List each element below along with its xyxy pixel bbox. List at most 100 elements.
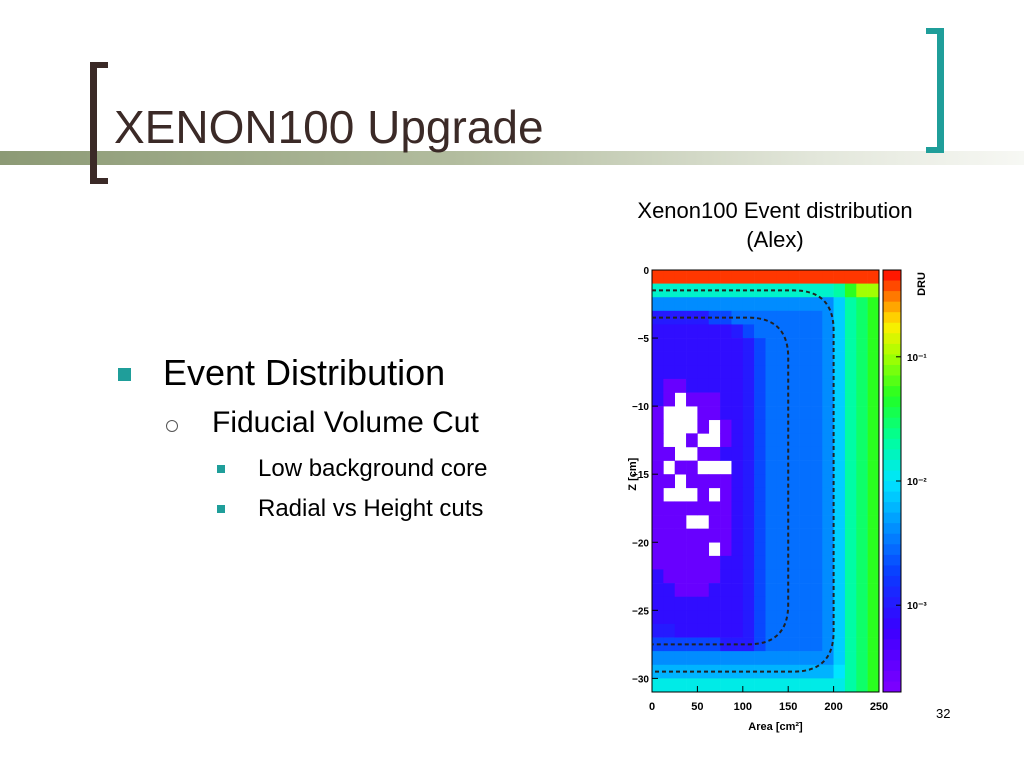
heatmap-cell (754, 623, 766, 638)
heatmap-cell (708, 569, 721, 584)
heatmap-cell (799, 392, 812, 407)
heatmap-cell (697, 351, 710, 366)
heatmap-cell (822, 351, 834, 366)
heatmap-cell (686, 651, 698, 666)
heatmap-cell (799, 433, 812, 448)
heatmap-cell (754, 542, 766, 557)
heatmap-cell (867, 583, 880, 598)
heatmap-cell (776, 555, 789, 570)
heatmap-cell (697, 623, 710, 638)
heatmap-cell (822, 433, 834, 448)
heatmap-cell (720, 637, 732, 652)
heatmap-cell (742, 678, 755, 693)
heatmap-cell (788, 610, 800, 625)
heatmap-cell (708, 596, 721, 611)
slide-title: XENON100 Upgrade (114, 101, 544, 153)
heatmap-cell (663, 528, 675, 543)
heatmap-cell (765, 651, 778, 666)
heatmap-cell (867, 487, 880, 502)
colorbar-segment (883, 481, 901, 492)
heatmap-cell (867, 283, 880, 298)
heatmap-cell (697, 474, 710, 489)
heatmap-cell (776, 419, 789, 434)
heatmap-cell (731, 446, 744, 461)
heatmap-cell (822, 324, 834, 339)
heatmap-cell (765, 610, 778, 625)
heatmap-cell (799, 324, 812, 339)
colorbar-segment (883, 407, 901, 419)
heatmap-cell (867, 528, 880, 543)
heatmap-cell (765, 433, 778, 448)
heatmap-cell (742, 270, 755, 284)
heatmap-cell (856, 555, 868, 570)
heatmap-cell (776, 583, 789, 598)
heatmap-cell (697, 651, 710, 666)
heatmap-cell (833, 651, 846, 666)
heatmap-cell (867, 324, 880, 339)
heatmap-cell (674, 623, 687, 638)
heatmap-cell (652, 365, 664, 380)
heatmap-cell (731, 474, 744, 489)
heatmap-cell (765, 460, 778, 475)
title-underline-bar (0, 151, 1024, 165)
heatmap-cell (822, 678, 834, 693)
heatmap-cell (720, 501, 732, 516)
heatmap-cell (720, 406, 732, 421)
heatmap-cell (754, 446, 766, 461)
heatmap-cell (833, 392, 846, 407)
colorbar-segment (883, 670, 901, 682)
heatmap-cell (731, 678, 744, 693)
heatmap-cell (652, 446, 664, 461)
heatmap-cell (833, 583, 846, 598)
heatmap-cell (776, 310, 789, 325)
heatmap-cell (652, 419, 664, 434)
heatmap-cell (833, 297, 846, 312)
heatmap-cell (720, 392, 732, 407)
heatmap-cell (697, 297, 710, 312)
colorbar-segment (883, 417, 901, 429)
heatmap-cell (799, 406, 812, 421)
heatmap-cell (652, 610, 664, 625)
heatmap-cell (844, 487, 857, 502)
heatmap-cell (788, 351, 800, 366)
heatmap-cell (867, 678, 880, 693)
heatmap-cell (663, 378, 675, 393)
heatmap-cell (822, 392, 834, 407)
heatmap-cell (720, 569, 732, 584)
heatmap-cell (788, 406, 800, 421)
heatmap-cell (731, 569, 744, 584)
heatmap-cell (765, 378, 778, 393)
heatmap-cell (844, 338, 857, 352)
heatmap-cell (720, 378, 732, 393)
heatmap-cell (742, 501, 755, 516)
heatmap-cell (867, 406, 880, 421)
heatmap-cell (810, 351, 823, 366)
heatmap-cell (833, 664, 846, 679)
heatmap-cell (663, 623, 675, 638)
heatmap-cell (776, 623, 789, 638)
heatmap-cell (788, 324, 800, 339)
colorbar-segment (883, 438, 901, 450)
heatmap-cell (867, 515, 880, 529)
heatmap-cell (788, 392, 800, 407)
heatmap-cell (799, 528, 812, 543)
heatmap-cell (674, 365, 687, 380)
heatmap-cell (765, 392, 778, 407)
heatmap-cell (867, 637, 880, 652)
heatmap-cell (708, 555, 721, 570)
heatmap-cell (697, 419, 710, 434)
heatmap-cell (720, 297, 732, 312)
heatmap-cell (856, 378, 868, 393)
heatmap-cell (788, 528, 800, 543)
heatmap-cell (708, 446, 721, 461)
heatmap-cell (686, 297, 698, 312)
heatmap-cell (822, 542, 834, 557)
heatmap-cell (754, 555, 766, 570)
heatmap-cell (856, 596, 868, 611)
heatmap-cell (776, 324, 789, 339)
heatmap-cell (708, 338, 721, 352)
heatmap-cell (833, 460, 846, 475)
heatmap-cell (663, 270, 675, 284)
heatmap-cell (844, 664, 857, 679)
heatmap-cell (856, 324, 868, 339)
